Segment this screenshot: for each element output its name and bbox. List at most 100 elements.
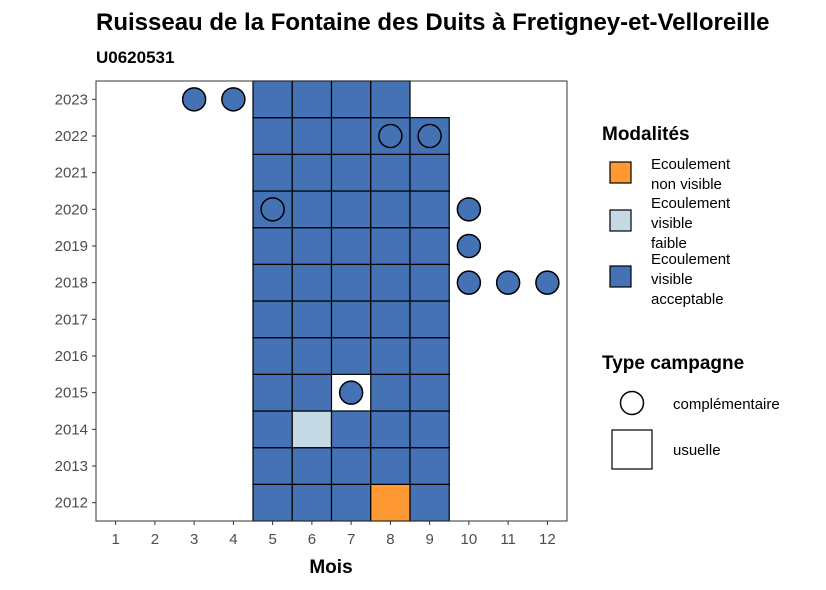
- tile-2016-9: [409, 337, 450, 375]
- y-tick-label-2016: 2016: [55, 348, 88, 365]
- tile-2018-8: [370, 263, 411, 302]
- legend-label-0-1: non visible: [651, 176, 722, 193]
- tile-2012-7: [330, 483, 372, 522]
- y-tick-label-2012: 2012: [55, 495, 88, 512]
- circle-2022-8: [378, 123, 403, 149]
- tile-2015-9: [409, 373, 450, 412]
- legend-label-2-0: Ecoulement: [651, 251, 731, 268]
- chart-subtitle: U0620531: [96, 48, 174, 67]
- tile-2012-5: [252, 483, 293, 522]
- legend-type-label-0: complémentaire: [673, 396, 780, 413]
- y-tick-label-2014: 2014: [55, 421, 88, 438]
- y-axis: 2012 2013 2014 2015 2016 2017 2018 2019 2020 2021…: [55, 91, 96, 512]
- tile-2014-7: [330, 410, 372, 449]
- circle-2019-10: [456, 233, 482, 259]
- x-tick-label-6: 6: [308, 531, 316, 548]
- x-tick-label-4: 4: [229, 531, 237, 548]
- legend-label-2-1: visible: [651, 271, 693, 288]
- tile-2017-7: [330, 300, 372, 339]
- x-tick-label-1: 1: [111, 531, 119, 548]
- circles-layer: [181, 87, 560, 405]
- legend-label-1-0: Ecoulement: [651, 195, 731, 212]
- legend-key-2: [609, 265, 632, 288]
- tile-2020-6: [291, 190, 333, 229]
- y-tick-label-2017: 2017: [55, 311, 88, 328]
- tile-2016-7: [330, 337, 372, 375]
- tile-2023-8: [370, 80, 411, 119]
- tile-2015-8: [370, 373, 411, 412]
- tile-2019-6: [291, 227, 333, 265]
- tile-2017-6: [291, 300, 333, 339]
- plot-border: [95, 80, 568, 522]
- legend-label-0-0: Ecoulement: [651, 156, 731, 173]
- x-tick-label-12: 12: [539, 531, 556, 548]
- tile-2015-6: [291, 373, 333, 412]
- tile-2012-8: [370, 483, 411, 522]
- circle-2020-5: [260, 197, 285, 222]
- tile-2013-8: [370, 447, 411, 485]
- legend-type-key-square: [611, 429, 653, 470]
- circle-2023-3: [181, 87, 207, 112]
- x-tick-label-11: 11: [500, 531, 516, 548]
- x-tick-label-7: 7: [347, 531, 355, 548]
- x-tick-label-9: 9: [425, 531, 433, 548]
- circle-2018-12: [535, 270, 560, 295]
- y-tick-label-2013: 2013: [55, 458, 88, 475]
- tile-2021-6: [291, 153, 333, 192]
- x-tick-label-8: 8: [386, 531, 394, 548]
- tile-2018-9: [409, 263, 450, 302]
- x-tick-label-5: 5: [268, 531, 276, 548]
- legend-type: Type campagne complémentaire usuelle: [602, 353, 780, 470]
- y-tick-label-2018: 2018: [55, 275, 88, 292]
- tile-2019-8: [370, 227, 411, 265]
- legend-label-1-2: faible: [651, 235, 687, 252]
- tile-2020-9: [409, 190, 450, 229]
- legend-type-label-1: usuelle: [673, 442, 721, 459]
- tile-2017-9: [409, 300, 450, 339]
- y-tick-label-2023: 2023: [55, 91, 88, 108]
- tile-2018-6: [291, 263, 333, 302]
- tile-2014-8: [370, 410, 411, 449]
- tile-2013-9: [409, 447, 450, 485]
- tile-2017-8: [370, 300, 411, 339]
- tiles-layer: [252, 80, 450, 522]
- tile-2022-7: [330, 117, 372, 155]
- tile-2020-8: [370, 190, 411, 229]
- circle-2018-11: [495, 270, 521, 295]
- circle-2020-10: [456, 197, 482, 222]
- tile-2023-7: [330, 80, 372, 119]
- tile-2023-6: [291, 80, 333, 119]
- tile-2018-5: [252, 263, 293, 302]
- x-tick-label-3: 3: [190, 531, 198, 548]
- y-tick-label-2021: 2021: [55, 165, 88, 182]
- x-tick-label-2: 2: [151, 531, 159, 548]
- tile-2013-5: [252, 447, 293, 485]
- tile-2012-6: [291, 483, 333, 522]
- y-tick-label-2015: 2015: [55, 385, 88, 402]
- y-tick-label-2022: 2022: [55, 128, 88, 145]
- tile-2021-8: [370, 153, 411, 192]
- legend-type-title: Type campagne: [602, 353, 744, 374]
- y-tick-label-2020: 2020: [55, 201, 88, 218]
- legend-modalites: Modalités Ecoulement non visible Ecoulemen…: [602, 124, 731, 308]
- tile-2019-9: [409, 227, 450, 265]
- legend-label-2-2: acceptable: [651, 291, 724, 308]
- circle-2023-4: [221, 87, 246, 112]
- tile-2012-9: [409, 483, 450, 522]
- circle-2018-10: [456, 270, 482, 295]
- tile-2021-5: [252, 153, 293, 192]
- tile-2022-6: [291, 117, 333, 155]
- x-axis-title: Mois: [309, 557, 352, 578]
- plot-area: [95, 80, 568, 522]
- tile-2017-5: [252, 300, 293, 339]
- legend-key-1: [609, 209, 632, 232]
- tile-2015-5: [252, 373, 293, 412]
- tile-2019-7: [330, 227, 372, 265]
- legend-label-1-1: visible: [651, 215, 693, 232]
- tile-2023-5: [252, 80, 293, 119]
- tile-2019-5: [252, 227, 293, 265]
- legend-modalites-title: Modalités: [602, 124, 690, 145]
- tile-2016-5: [252, 337, 293, 375]
- tile-2016-8: [370, 337, 411, 375]
